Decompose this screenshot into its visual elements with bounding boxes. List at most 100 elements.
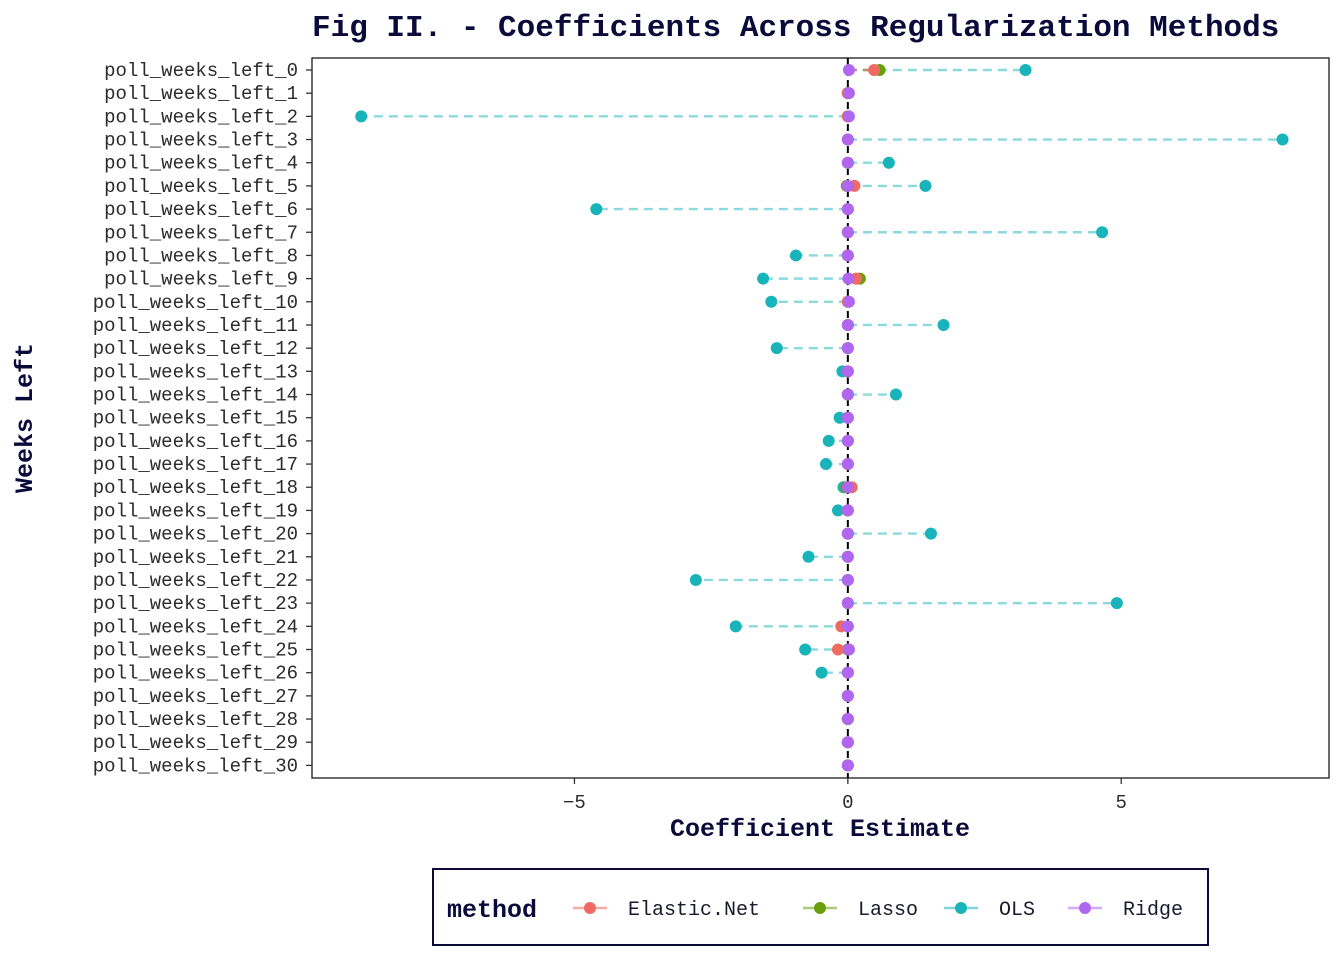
ridge-point (841, 481, 854, 494)
ridge-point (841, 179, 854, 192)
ridge-point (842, 87, 855, 100)
ols-point (1110, 597, 1123, 610)
ridge-point (841, 550, 854, 563)
legend-label-lasso: Lasso (858, 899, 918, 922)
ols-point (822, 434, 835, 447)
y-tick-label: poll_weeks_left_24 (93, 616, 298, 638)
ridge-point (841, 573, 854, 586)
ridge-point (841, 504, 854, 517)
ridge-point (841, 759, 854, 772)
y-tick-label: poll_weeks_left_26 (93, 663, 298, 685)
ols-point (831, 504, 844, 517)
y-tick-label: poll_weeks_left_23 (93, 593, 298, 615)
y-tick-label: poll_weeks_left_16 (93, 431, 298, 453)
x-tick-label: 5 (1116, 792, 1127, 814)
x-axis-ticks: −5 0 5 (563, 778, 1127, 814)
y-tick-label: poll_weeks_left_13 (93, 361, 298, 383)
plot-panel (311, 57, 1330, 779)
ridge-point (841, 597, 854, 610)
ols-point (1276, 133, 1289, 146)
ols-point (757, 272, 770, 285)
y-tick-label: poll_weeks_left_19 (93, 500, 298, 522)
ridge-point (842, 295, 855, 308)
ols-point (802, 550, 815, 563)
y-tick-label: poll_weeks_left_27 (93, 686, 298, 708)
y-tick-label: poll_weeks_left_9 (104, 269, 298, 291)
elastic-net-point (831, 643, 844, 656)
y-tick-label: poll_weeks_left_12 (93, 338, 298, 360)
ridge-point (842, 272, 855, 285)
y-tick-label: poll_weeks_left_21 (93, 547, 298, 569)
ridge-point (841, 713, 854, 726)
y-tick-label: poll_weeks_left_2 (104, 106, 298, 128)
y-tick-label: poll_weeks_left_5 (104, 176, 298, 198)
y-tick-label: poll_weeks_left_11 (93, 315, 298, 337)
ols-point (770, 342, 783, 355)
legend-key-point (955, 902, 967, 914)
y-tick-label: poll_weeks_left_14 (93, 385, 298, 407)
ols-point (590, 203, 603, 216)
ols-point (815, 666, 828, 679)
ridge-point (841, 411, 854, 424)
ols-point (799, 643, 812, 656)
legend-title: method (447, 896, 537, 925)
ols-point (789, 249, 802, 262)
x-tick-label: 0 (842, 792, 853, 814)
y-tick-label: poll_weeks_left_28 (93, 709, 298, 731)
ridge-point (841, 342, 854, 355)
y-tick-label: poll_weeks_left_25 (93, 640, 298, 662)
y-tick-label: poll_weeks_left_10 (93, 292, 298, 314)
y-tick-label: poll_weeks_left_15 (93, 408, 298, 430)
ridge-point (841, 620, 854, 633)
y-tick-label: poll_weeks_left_29 (93, 732, 298, 754)
ols-point (937, 318, 950, 331)
ols-point (355, 110, 368, 123)
ridge-point (841, 434, 854, 447)
y-tick-label: poll_weeks_left_0 (104, 60, 298, 82)
y-tick-label: poll_weeks_left_8 (104, 245, 298, 267)
ridge-point (841, 156, 854, 169)
ols-point (1096, 226, 1109, 239)
ridge-point (842, 643, 855, 656)
legend-label-elastic-net: Elastic.Net (628, 899, 760, 922)
ols-point (882, 156, 895, 169)
ridge-point (841, 226, 854, 239)
ols-point (919, 179, 932, 192)
ols-point (689, 573, 702, 586)
y-tick-label: poll_weeks_left_3 (104, 130, 298, 152)
legend-label-ridge: Ridge (1123, 899, 1183, 922)
ridge-point (841, 133, 854, 146)
y-tick-label: poll_weeks_left_17 (93, 454, 298, 476)
y-axis-ticks: poll_weeks_left_0poll_weeks_left_1poll_w… (93, 60, 312, 777)
ridge-point (841, 249, 854, 262)
y-tick-label: poll_weeks_left_4 (104, 153, 298, 175)
legend-key-point (814, 902, 826, 914)
y-tick-label: poll_weeks_left_22 (93, 570, 298, 592)
ridge-point (841, 689, 854, 702)
y-tick-label: poll_weeks_left_6 (104, 199, 298, 221)
x-axis-title: Coefficient Estimate (670, 815, 970, 844)
elastic-net-point (868, 64, 881, 76)
y-tick-label: poll_weeks_left_30 (93, 755, 298, 777)
ridge-point (842, 110, 855, 123)
legend-label-ols: OLS (999, 899, 1035, 922)
legend-items: Elastic.Net Lasso OLS Ridge (573, 899, 1183, 922)
ridge-point (841, 203, 854, 216)
ridge-point (841, 666, 854, 679)
ridge-point (841, 736, 854, 749)
ridge-point (841, 365, 854, 378)
ridge-point (841, 527, 854, 540)
points-layer (355, 64, 1289, 772)
ols-point (924, 527, 937, 540)
ridge-point (842, 64, 855, 76)
ridge-point (841, 318, 854, 331)
ridge-point (841, 458, 854, 471)
y-tick-label: poll_weeks_left_7 (104, 222, 298, 244)
ridge-point (841, 388, 854, 401)
y-tick-label: poll_weeks_left_18 (93, 477, 298, 499)
ols-point (819, 458, 832, 471)
legend-key-point (1079, 902, 1091, 914)
ols-point (889, 388, 902, 401)
